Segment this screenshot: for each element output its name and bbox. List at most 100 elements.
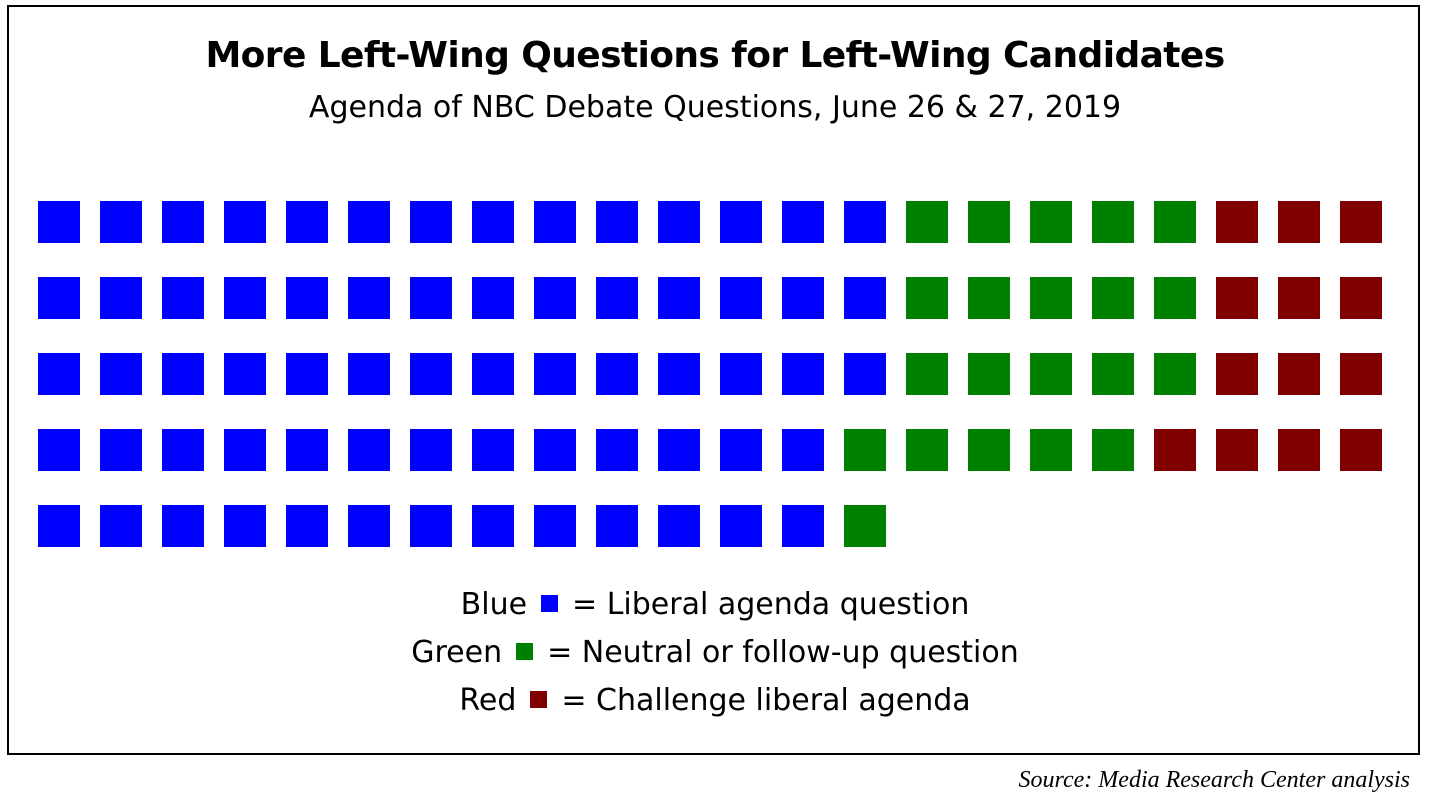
waffle-square-green xyxy=(1154,277,1196,319)
waffle-square-blue xyxy=(658,277,700,319)
waffle-square-blue xyxy=(596,201,638,243)
waffle-square-green xyxy=(1092,201,1134,243)
waffle-square-blue xyxy=(410,429,452,471)
waffle-square-blue xyxy=(472,429,514,471)
waffle-square-green xyxy=(844,429,886,471)
source-note: Source: Media Research Center analysis xyxy=(1018,767,1410,793)
waffle-square-red xyxy=(1216,353,1258,395)
legend-color-word: Green xyxy=(411,635,503,670)
legend-item-blue: Blue = Liberal agenda question xyxy=(0,587,1430,623)
waffle-square-red xyxy=(1278,353,1320,395)
waffle-square-green xyxy=(1154,353,1196,395)
waffle-square-blue xyxy=(162,505,204,547)
waffle-square-green xyxy=(1092,429,1134,471)
waffle-square-blue xyxy=(162,201,204,243)
waffle-square-blue xyxy=(844,353,886,395)
waffle-square-blue xyxy=(224,505,266,547)
waffle-square-blue xyxy=(224,277,266,319)
waffle-square-green xyxy=(1092,277,1134,319)
legend-swatch-blue xyxy=(541,595,559,612)
legend-item-red: Red = Challenge liberal agenda xyxy=(0,683,1430,719)
legend-label: = Neutral or follow-up question xyxy=(547,635,1019,670)
legend-label: = Liberal agenda question xyxy=(572,587,970,622)
waffle-square-red xyxy=(1278,277,1320,319)
waffle-square-blue xyxy=(720,201,762,243)
waffle-square-blue xyxy=(844,277,886,319)
legend-swatch-green xyxy=(516,643,534,660)
waffle-square-blue xyxy=(720,353,762,395)
legend-item-green: Green = Neutral or follow-up question xyxy=(0,635,1430,671)
waffle-square-green xyxy=(1092,353,1134,395)
waffle-square-blue xyxy=(348,353,390,395)
waffle-square-blue xyxy=(162,429,204,471)
waffle-square-blue xyxy=(162,277,204,319)
waffle-square-blue xyxy=(782,353,824,395)
waffle-square-blue xyxy=(658,201,700,243)
waffle-square-blue xyxy=(38,277,80,319)
waffle-square-green xyxy=(844,505,886,547)
waffle-square-blue xyxy=(286,353,328,395)
waffle-square-blue xyxy=(286,277,328,319)
waffle-square-blue xyxy=(38,353,80,395)
waffle-square-blue xyxy=(844,201,886,243)
waffle-square-blue xyxy=(38,201,80,243)
waffle-square-blue xyxy=(534,429,576,471)
waffle-square-green xyxy=(1030,429,1072,471)
waffle-square-blue xyxy=(38,505,80,547)
waffle-square-red xyxy=(1340,201,1382,243)
waffle-square-green xyxy=(1030,201,1072,243)
waffle-square-blue xyxy=(658,505,700,547)
waffle-square-green xyxy=(968,429,1010,471)
waffle-square-blue xyxy=(286,429,328,471)
waffle-square-blue xyxy=(410,201,452,243)
waffle-square-blue xyxy=(224,201,266,243)
waffle-square-blue xyxy=(348,277,390,319)
waffle-square-blue xyxy=(720,505,762,547)
waffle-square-red xyxy=(1216,277,1258,319)
waffle-square-blue xyxy=(782,505,824,547)
waffle-square-blue xyxy=(348,429,390,471)
waffle-square-green xyxy=(906,277,948,319)
waffle-square-green xyxy=(906,429,948,471)
waffle-square-blue xyxy=(534,201,576,243)
waffle-square-red xyxy=(1154,429,1196,471)
legend-color-word: Blue xyxy=(460,587,528,622)
waffle-square-red xyxy=(1340,429,1382,471)
chart-title: More Left-Wing Questions for Left-Wing C… xyxy=(205,35,1225,76)
waffle-square-blue xyxy=(596,277,638,319)
waffle-square-green xyxy=(1154,201,1196,243)
waffle-square-blue xyxy=(286,201,328,243)
waffle-square-blue xyxy=(658,429,700,471)
waffle-square-blue xyxy=(596,505,638,547)
waffle-square-blue xyxy=(720,277,762,319)
waffle-square-green xyxy=(968,201,1010,243)
waffle-square-blue xyxy=(100,277,142,319)
legend-color-word: Red xyxy=(459,683,517,718)
waffle-square-green xyxy=(906,201,948,243)
waffle-square-blue xyxy=(782,429,824,471)
waffle-square-blue xyxy=(224,353,266,395)
waffle-square-blue xyxy=(286,505,328,547)
waffle-square-blue xyxy=(782,277,824,319)
waffle-square-blue xyxy=(100,353,142,395)
chart-subtitle: Agenda of NBC Debate Questions, June 26 … xyxy=(308,90,1122,125)
legend-label: = Challenge liberal agenda xyxy=(561,683,971,718)
waffle-square-blue xyxy=(410,505,452,547)
waffle-square-blue xyxy=(162,353,204,395)
waffle-square-blue xyxy=(410,277,452,319)
waffle-square-blue xyxy=(100,201,142,243)
waffle-square-red xyxy=(1340,277,1382,319)
waffle-square-blue xyxy=(224,429,266,471)
waffle-square-blue xyxy=(596,429,638,471)
waffle-square-blue xyxy=(38,429,80,471)
waffle-square-blue xyxy=(100,505,142,547)
waffle-square-blue xyxy=(534,505,576,547)
waffle-square-red xyxy=(1278,201,1320,243)
waffle-square-green xyxy=(968,353,1010,395)
waffle-square-blue xyxy=(472,201,514,243)
waffle-square-blue xyxy=(472,353,514,395)
waffle-square-red xyxy=(1216,429,1258,471)
waffle-square-blue xyxy=(100,429,142,471)
waffle-square-blue xyxy=(472,505,514,547)
